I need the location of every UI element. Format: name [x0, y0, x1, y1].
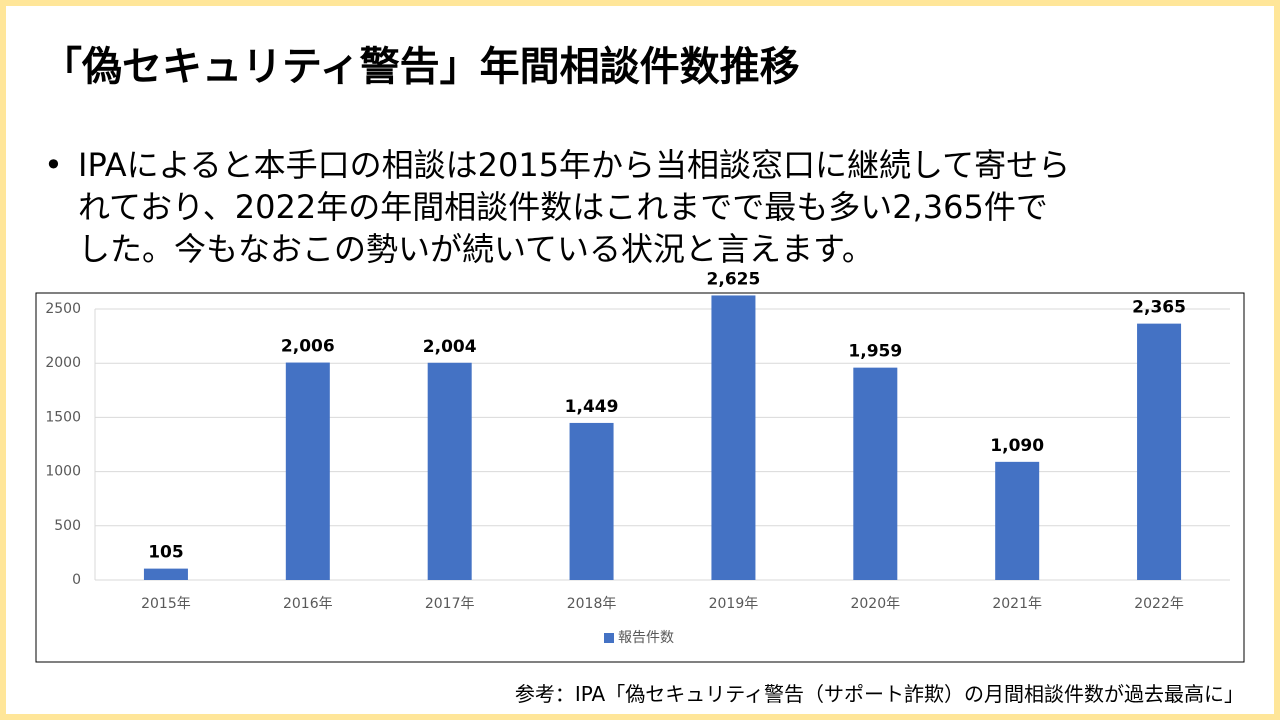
bullet-text: • IPAによると本手口の相談は2015年から当相談窓口に継続して寄せら れており…: [44, 144, 1070, 270]
legend-label: 報告件数: [618, 630, 674, 646]
bullet-line: • IPAによると本手口の相談は2015年から当相談窓口に継続して寄せら: [44, 144, 1070, 186]
bullet: •: [44, 146, 63, 184]
source-note: 参考：IPA「偽セキュリティ警告（サポート詐欺）の月間相談件数が過去最高に」: [514, 682, 1244, 706]
data-label: 105: [148, 543, 184, 563]
bar: [1137, 323, 1182, 580]
y-tick-label: 1000: [45, 464, 81, 480]
bar: [143, 568, 188, 580]
data-label: 1,959: [848, 342, 902, 362]
data-label: 2,004: [423, 337, 477, 357]
x-tick-label: 2018年: [567, 596, 617, 612]
data-label: 2,625: [707, 269, 761, 289]
chart-frame: [35, 292, 1245, 663]
x-tick-label: 2022年: [1134, 596, 1184, 612]
bullet-line: した。今もなおこの勢いが続いている状況と言えます。: [44, 228, 1070, 270]
data-label: 2,365: [1132, 298, 1186, 318]
data-label: 2,006: [281, 337, 335, 357]
y-tick-label: 0: [72, 572, 81, 588]
x-tick-label: 2017年: [425, 596, 475, 612]
bar: [427, 362, 472, 580]
y-tick-label: 2000: [45, 355, 81, 371]
bullet-line-text: した。今もなおこの勢いが続いている状況と言えます。: [78, 230, 874, 268]
data-label: 1,090: [990, 436, 1044, 456]
bullet-line-text: IPAによると本手口の相談は2015年から当相談窓口に継続して寄せら: [78, 146, 1071, 184]
bar: [285, 362, 330, 580]
bar: [569, 422, 614, 580]
x-tick-label: 2020年: [850, 596, 900, 612]
data-label: 1,449: [565, 397, 619, 417]
bullet-line: れており、2022年の年間相談件数はこれまでで最も多い2,365件で: [44, 186, 1070, 228]
y-tick-label: 2500: [45, 301, 81, 317]
chart: 0 500 1000 1500 2000 2500 2015年 2016年 2017年 2018年…: [35, 269, 1245, 663]
bullet-line-text: れており、2022年の年間相談件数はこれまでで最も多い2,365件で: [78, 188, 1048, 226]
y-tick-label: 500: [54, 518, 81, 534]
x-tick-label: 2019年: [709, 596, 759, 612]
x-tick-label: 2021年: [992, 596, 1042, 612]
x-tick-label: 2016年: [283, 596, 333, 612]
slide-title: 「偽セキュリティ警告」年間相談件数推移: [42, 44, 800, 90]
y-tick-label: 1500: [45, 409, 81, 425]
bar: [995, 461, 1040, 580]
x-tick-label: 2015年: [141, 596, 191, 612]
bar: [853, 367, 898, 580]
legend-swatch: [604, 633, 614, 643]
bar: [711, 295, 756, 580]
